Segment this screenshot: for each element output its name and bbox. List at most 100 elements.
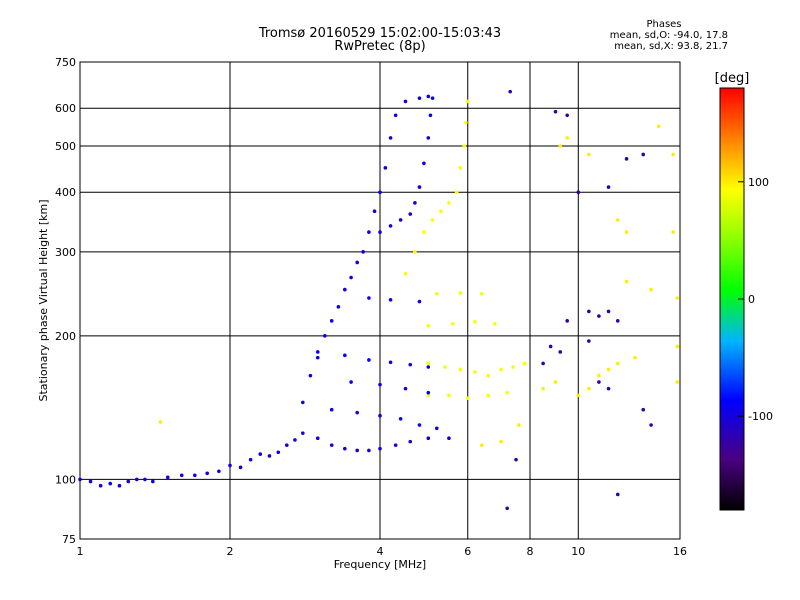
data-point xyxy=(465,396,470,400)
grid-lines xyxy=(80,62,680,539)
y-ticks: 75 100 200 300 400 500 600 750 xyxy=(55,56,76,546)
data-point xyxy=(606,185,611,189)
data-point xyxy=(323,334,327,338)
data-point xyxy=(343,353,347,358)
y-tick-label: 200 xyxy=(55,330,76,343)
data-point xyxy=(179,473,184,478)
data-point xyxy=(217,469,221,474)
x-tick-label: 6 xyxy=(464,545,471,558)
data-point xyxy=(426,365,431,369)
data-point xyxy=(329,319,334,323)
data-point xyxy=(447,201,451,205)
phase-stats-x: mean, sd,X: 93.8, 21.7 xyxy=(614,41,728,52)
chart-title: Tromsø 20160529 15:02:00-15:03:43 xyxy=(258,26,502,41)
data-point xyxy=(597,314,601,318)
data-point xyxy=(464,120,468,125)
colorbar-tick-label: -100 xyxy=(748,410,773,423)
x-tick-label: 10 xyxy=(571,545,585,558)
data-point xyxy=(606,367,611,372)
data-point xyxy=(388,136,393,140)
data-point xyxy=(541,361,545,366)
data-point xyxy=(430,218,435,222)
data-point xyxy=(426,436,431,441)
data-point xyxy=(367,296,371,300)
data-point xyxy=(378,446,382,451)
data-point xyxy=(355,410,359,415)
data-point xyxy=(458,166,463,170)
data-point xyxy=(558,144,563,148)
data-point xyxy=(349,275,353,280)
data-point xyxy=(388,297,393,302)
data-point xyxy=(430,96,435,100)
data-point xyxy=(675,296,680,300)
x-tick-label: 2 xyxy=(227,545,234,558)
data-point xyxy=(514,457,518,462)
data-point xyxy=(388,224,393,228)
x-axis-label: Frequency [MHz] xyxy=(334,558,426,571)
data-point xyxy=(576,393,581,398)
data-point xyxy=(78,477,82,482)
data-point xyxy=(422,230,426,234)
data-point xyxy=(606,386,611,391)
data-point xyxy=(308,373,313,378)
data-point xyxy=(126,479,131,484)
data-point xyxy=(553,109,558,114)
data-point xyxy=(315,350,320,354)
data-point xyxy=(398,416,403,421)
data-point xyxy=(343,446,347,451)
data-point xyxy=(473,319,477,324)
data-point xyxy=(486,393,491,398)
data-point xyxy=(117,483,122,488)
data-point xyxy=(576,190,581,195)
data-point xyxy=(587,309,591,314)
data-point xyxy=(98,483,103,488)
x-tick-label: 1 xyxy=(77,545,84,558)
data-point xyxy=(238,465,243,470)
data-point xyxy=(336,305,341,309)
data-point xyxy=(649,423,653,427)
data-point xyxy=(367,448,371,453)
data-point xyxy=(228,463,232,468)
data-point xyxy=(454,190,459,195)
data-point xyxy=(276,450,281,455)
data-point xyxy=(458,291,463,295)
data-point xyxy=(408,439,413,444)
data-point xyxy=(493,321,497,326)
data-point xyxy=(417,423,422,427)
data-point xyxy=(615,218,620,222)
plot-frame xyxy=(79,61,681,540)
data-point xyxy=(367,358,371,362)
data-point xyxy=(541,386,545,391)
colorbar-label: [deg] xyxy=(715,71,750,86)
data-point xyxy=(615,361,620,366)
data-point xyxy=(355,260,359,265)
data-point xyxy=(193,473,197,478)
phase-stats: Phases mean, sd,O: -94.0, 17.8 mean, sd,… xyxy=(580,19,728,52)
data-point xyxy=(315,355,320,360)
data-point xyxy=(434,426,439,431)
data-point xyxy=(505,390,509,395)
colorbar-tick-label: 100 xyxy=(748,176,769,189)
data-points xyxy=(78,89,680,511)
phase-stats-o: mean, sd,O: -94.0, 17.8 xyxy=(609,30,728,41)
data-point xyxy=(633,355,637,360)
data-point xyxy=(426,390,431,395)
data-point xyxy=(671,152,675,157)
data-point xyxy=(417,96,422,100)
data-point xyxy=(301,431,305,435)
data-point xyxy=(565,319,569,323)
x-ticks: 1 2 4 6 8 10 16 xyxy=(77,545,688,558)
data-point xyxy=(408,212,413,216)
data-point xyxy=(408,362,413,367)
data-point xyxy=(462,144,466,148)
data-point xyxy=(165,475,170,480)
data-point xyxy=(403,99,408,104)
data-point xyxy=(671,230,675,234)
phase-stats-title: Phases xyxy=(646,19,682,30)
y-tick-label: 400 xyxy=(55,186,76,199)
data-point xyxy=(417,299,422,304)
data-point xyxy=(499,439,503,444)
data-point xyxy=(372,209,377,213)
data-point xyxy=(426,393,431,398)
data-point xyxy=(675,344,680,349)
